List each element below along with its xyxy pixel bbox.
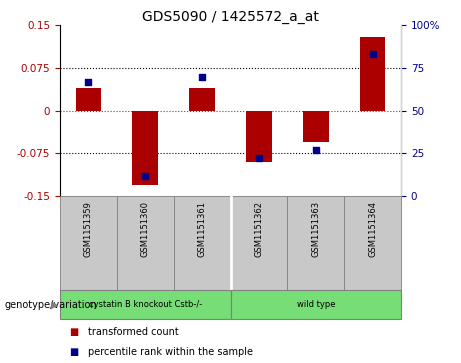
Bar xyxy=(189,88,215,111)
Text: GSM1151361: GSM1151361 xyxy=(198,201,207,257)
Bar xyxy=(287,196,344,290)
Text: transformed count: transformed count xyxy=(88,327,178,337)
Point xyxy=(198,74,206,79)
Bar xyxy=(230,196,287,290)
Bar xyxy=(344,196,401,290)
Text: ▶: ▶ xyxy=(51,300,58,310)
Bar xyxy=(174,196,230,290)
Text: percentile rank within the sample: percentile rank within the sample xyxy=(88,347,253,357)
Bar xyxy=(246,111,272,162)
Bar xyxy=(76,88,101,111)
Point xyxy=(312,147,319,153)
Point xyxy=(369,52,376,57)
Bar xyxy=(60,290,230,319)
Text: GSM1151359: GSM1151359 xyxy=(84,201,93,257)
Text: GSM1151360: GSM1151360 xyxy=(141,201,150,257)
Title: GDS5090 / 1425572_a_at: GDS5090 / 1425572_a_at xyxy=(142,11,319,24)
Text: ■: ■ xyxy=(69,347,78,357)
Point xyxy=(255,156,263,162)
Bar xyxy=(117,196,174,290)
Text: GSM1151364: GSM1151364 xyxy=(368,201,377,257)
Text: GSM1151362: GSM1151362 xyxy=(254,201,263,257)
Text: wild type: wild type xyxy=(296,301,335,309)
Text: GSM1151363: GSM1151363 xyxy=(311,201,320,257)
Text: cystatin B knockout Cstb-/-: cystatin B knockout Cstb-/- xyxy=(89,301,202,309)
Bar xyxy=(60,196,117,290)
Point xyxy=(85,79,92,85)
Text: genotype/variation: genotype/variation xyxy=(5,300,97,310)
Bar xyxy=(360,37,385,111)
Bar xyxy=(230,290,401,319)
Bar xyxy=(303,111,329,142)
Point xyxy=(142,173,149,179)
Bar xyxy=(132,111,158,185)
Text: ■: ■ xyxy=(69,327,78,337)
